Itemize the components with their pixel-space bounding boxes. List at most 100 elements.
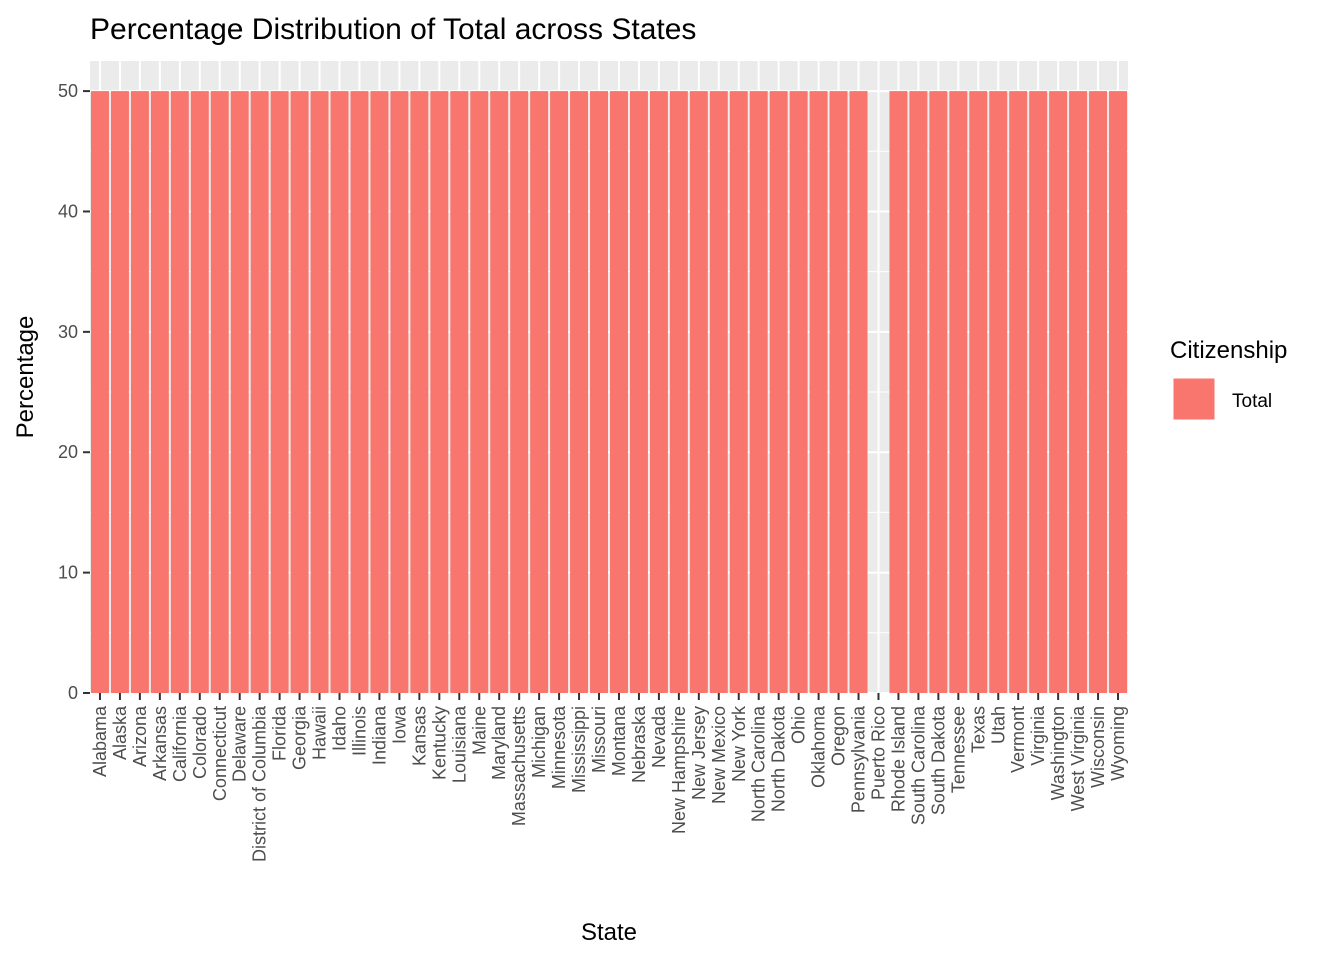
x-tick-label: Delaware [230,706,250,782]
x-axis: Alabama Alaska Arizona Arkansas California Co… [90,693,1128,862]
bar-idaho [330,91,349,694]
bar-south-dakota [929,91,948,694]
bar-rhode-island [889,91,908,694]
bar-colorado [190,91,209,694]
x-tick-label: Arizona [130,705,150,767]
bar-south-carolina [909,91,928,694]
x-tick-label: Massachusetts [509,706,529,826]
x-tick-label: Minnesota [549,705,569,789]
bar-mississippi [570,91,589,694]
bar-tennessee [949,91,968,694]
x-tick-label: South Dakota [928,705,948,815]
x-tick-label: Ohio [789,706,809,744]
bars [90,91,1128,694]
y-tick-label: 40 [58,201,78,221]
x-tick-label: Oregon [829,706,849,766]
x-axis-title: State [581,919,637,946]
bar-nevada [649,91,668,694]
chart-title: Percentage Distribution of Total across … [90,13,696,46]
bar-texas [969,91,988,694]
x-tick-label: Arkansas [150,706,170,781]
bar-louisiana [450,91,469,694]
bar-minnesota [550,91,569,694]
x-tick-label: Florida [270,705,290,761]
bar-nebraska [629,91,648,694]
x-tick-label: Tennessee [948,706,968,793]
x-tick-label: Montana [609,705,629,776]
y-tick-label: 0 [68,683,78,703]
bar-district-of-columbia [250,91,269,694]
bar-pennsylvania [849,91,868,694]
x-tick-label: Alabama [90,705,110,777]
legend: Citizenship Total [1170,337,1287,421]
bar-delaware [230,91,249,694]
x-tick-label: Virginia [1028,705,1048,766]
x-tick-label: Idaho [330,706,350,751]
x-tick-label: Nevada [649,705,669,768]
bar-wisconsin [1089,91,1108,694]
bar-maine [470,91,489,694]
x-tick-label: Utah [988,706,1008,744]
x-tick-label: Washington [1048,706,1068,800]
bar-new-mexico [709,91,728,694]
bar-montana [609,91,628,694]
bar-virginia [1029,91,1048,694]
x-tick-label: Rhode Island [888,706,908,812]
legend-label-total: Total [1232,391,1272,412]
legend-title: Citizenship [1170,337,1287,364]
y-axis: 0 10 20 30 40 50 [58,81,90,703]
bar-utah [989,91,1008,694]
x-tick-label: Maine [469,706,489,755]
x-tick-label: South Carolina [908,705,928,825]
x-tick-label: Louisiana [449,705,469,783]
x-tick-label: New Mexico [709,706,729,804]
x-tick-label: North Carolina [749,705,769,822]
bar-california [170,91,189,694]
x-tick-label: Georgia [290,705,310,770]
x-tick-label: Pennsylvania [849,705,869,813]
y-tick-label: 50 [58,81,78,101]
bar-alaska [110,91,129,694]
bar-oklahoma [809,91,828,694]
legend-key-total [1172,377,1216,421]
x-tick-label: Iowa [389,705,409,744]
y-tick-label: 20 [58,442,78,462]
bar-massachusetts [510,91,529,694]
x-tick-label: Colorado [190,706,210,779]
bar-washington [1049,91,1068,694]
y-tick-label: 30 [58,322,78,342]
bar-vermont [1009,91,1028,694]
bar-georgia [290,91,309,694]
x-tick-label: California [170,705,190,782]
bar-ohio [789,91,808,694]
x-tick-label: District of Columbia [250,705,270,862]
bar-west-virginia [1069,91,1088,694]
bar-kentucky [430,91,449,694]
bar-florida [270,91,289,694]
x-tick-label: North Dakota [769,705,789,812]
bar-indiana [370,91,389,694]
bar-alabama [90,91,109,694]
bar-hawaii [310,91,329,694]
bar-michigan [530,91,549,694]
x-tick-label: Nebraska [629,705,649,783]
x-tick-label: West Virginia [1068,705,1088,811]
x-tick-label: New Hampshire [669,706,689,834]
x-tick-label: Hawaii [310,706,330,760]
bar-arizona [130,91,149,694]
x-tick-label: Maryland [489,706,509,780]
x-tick-label: Indiana [369,705,389,765]
bar-connecticut [210,91,229,694]
y-axis-title: Percentage [12,316,39,439]
bar-missouri [590,91,609,694]
bar-north-dakota [769,91,788,694]
bar-illinois [350,91,369,694]
x-tick-label: Alaska [110,705,130,760]
x-tick-label: Wisconsin [1088,706,1108,788]
bar-new-hampshire [669,91,688,694]
x-tick-label: Wyoming [1108,706,1128,781]
bar-oregon [829,91,848,694]
bar-new-york [729,91,748,694]
bar-maryland [490,91,509,694]
